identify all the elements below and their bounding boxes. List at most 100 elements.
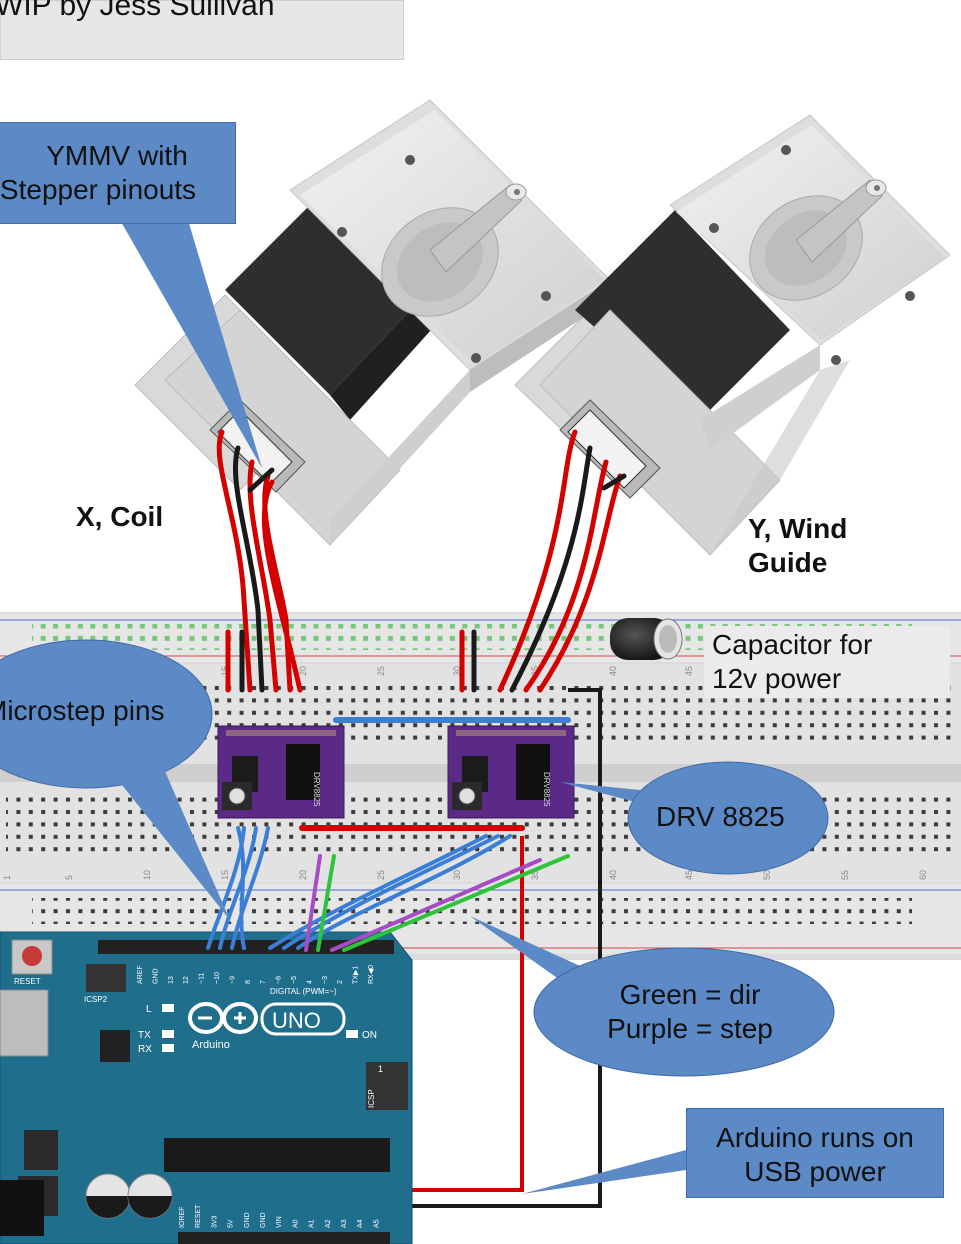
usb-line-2: USB power <box>744 1156 886 1187</box>
breadboard-number-bottom: 5 <box>64 875 74 880</box>
cap-line-2: 12v power <box>712 663 842 694</box>
step-wire-x <box>304 854 322 952</box>
capacitor <box>610 618 683 660</box>
arduino-pin-label: GND <box>260 1212 267 1228</box>
usb-callout-tail <box>522 1150 686 1194</box>
microstep-callout-text: Microstep pins <box>0 695 165 726</box>
digital-label: DIGITAL (PWM=~) <box>270 987 337 996</box>
driver-chip-label: DRV8825 <box>542 772 551 807</box>
led-l-label: L <box>146 1004 152 1015</box>
purple-step-text: Purple = step <box>607 1013 773 1044</box>
arduino-pin-label: GND <box>152 968 159 984</box>
rx-label: RX <box>138 1044 152 1055</box>
on-label: ON <box>362 1030 377 1041</box>
arduino-pin-label: GND <box>244 1212 251 1228</box>
arduino-pin-label: 4 <box>306 980 313 984</box>
tx-label: TX <box>138 1030 151 1041</box>
y-wind-guide-label: Y, Wind Guide <box>748 512 847 580</box>
uno-label: UNO <box>272 1008 321 1033</box>
arduino-uno-board <box>0 931 413 1244</box>
arduino-pin-label: ~11 <box>199 973 206 984</box>
title-banner: WIP by Jess Sullivan <box>0 0 404 60</box>
drv8825-driver-x: DRV8825 <box>217 725 345 819</box>
microstep-callout-bubble <box>0 639 213 789</box>
arduino-pin-label: A3 <box>341 1219 348 1228</box>
arduino-pin-label: VIN <box>276 1216 283 1228</box>
dir-wire-y <box>342 854 570 952</box>
breadboard-number-bottom: 35 <box>530 870 540 880</box>
motor-x-wires <box>216 429 303 693</box>
arduino-pin-label: A5 <box>373 1219 380 1228</box>
breadboard-number-top: 30 <box>452 666 462 676</box>
wire-colors-callout-bubble <box>533 947 835 1077</box>
breadboard-number-bottom: 45 <box>684 870 694 880</box>
ymmv-line-2: Stepper pinouts <box>0 174 197 205</box>
arduino-pin-label: A1 <box>309 1219 316 1228</box>
arduino-pin-label: TX▶1 <box>353 966 360 984</box>
cap-line-1: Capacitor for <box>712 629 873 660</box>
rail-jumpers <box>225 629 477 693</box>
wire-colors-callout-text: Green = dir Purple = step <box>590 978 790 1046</box>
drv-callout-bubble <box>627 761 829 875</box>
arduino-pin-label: 12 <box>183 976 190 984</box>
motor-y-wires <box>497 429 627 693</box>
breadboard-number-top: 25 <box>376 666 386 676</box>
usb-power-callout: Arduino runs on USB power <box>686 1108 944 1198</box>
breadboard-number-bottom: 25 <box>376 870 386 880</box>
arduino-pin-label: RX◀0 <box>368 965 375 984</box>
drv-callout-tail <box>560 782 650 806</box>
breadboard-number-bottom: 20 <box>298 870 308 880</box>
wire-colors-callout-tail <box>470 916 600 980</box>
arduino-bottom-pin-labels: IOREF RESET 3V3 5V GND GND VIN A0 A1 A2 A3 A4 A5 <box>179 1204 380 1228</box>
breadboard-number-bottom: 10 <box>142 870 152 880</box>
breadboard-number-top: 45 <box>684 666 694 676</box>
arduino-pin-label: RESET <box>195 1204 202 1228</box>
breadboard-number-top: 15 <box>220 666 230 676</box>
arduino-brand-label: Arduino <box>192 1039 230 1051</box>
green-dir-text: Green = dir <box>619 979 761 1010</box>
arduino-pin-label: 5V <box>228 1219 235 1228</box>
icsp2-label: ICSP2 <box>84 995 108 1004</box>
stepper-motor-y <box>514 114 951 556</box>
arduino-pin-label: 8 <box>245 980 252 984</box>
arduino-pin-label: AREF <box>137 965 144 984</box>
arduino-pin-label: ~6 <box>276 976 283 984</box>
arduino-pin-label: ~3 <box>322 976 329 984</box>
arduino-pin-label: IOREF <box>179 1207 186 1228</box>
arduino-pin-label: 3V3 <box>211 1215 218 1228</box>
reset-label: RESET <box>14 977 41 986</box>
arduino-pin-label: 7 <box>260 980 267 984</box>
arduino-pin-label: 2 <box>337 980 344 984</box>
icsp-one-label: 1 <box>378 1064 383 1074</box>
page-title: WIP by Jess Sullivan <box>0 0 275 22</box>
breadboard-number-bottom: 40 <box>608 870 618 880</box>
arduino-labels: RESET ICSP2 L TX RX ON UNO Arduino DIGIT… <box>14 977 383 1108</box>
arduino-pin-label: A0 <box>292 1219 299 1228</box>
y-line-1: Y, Wind <box>748 513 848 544</box>
step-wire-y <box>330 858 542 952</box>
ymmv-line-1: YMMV with <box>46 140 188 171</box>
driver-chip-label: DRV8825 <box>312 772 321 807</box>
breadboard-number-bottom: 15 <box>220 870 230 880</box>
breadboard-number-bottom: 55 <box>840 870 850 880</box>
arduino-pin-label: ~9 <box>229 976 236 984</box>
ymmv-callout: YMMV with Stepper pinouts <box>0 122 236 224</box>
icsp-label: ICSP <box>367 1089 376 1108</box>
microstep-callout-tail <box>110 760 230 920</box>
x-coil-label: X, Coil <box>76 501 164 532</box>
ymmv-callout-tail <box>120 220 262 468</box>
capacitor-label: Capacitor for 12v power <box>704 626 950 698</box>
breadboard-number-bottom: 50 <box>762 870 772 880</box>
breadboard-number-bottom: 1 <box>2 875 12 880</box>
y-line-2: Guide <box>748 547 828 578</box>
arduino-pin-label: ~10 <box>214 972 221 984</box>
breadboard-number-top: 40 <box>608 666 618 676</box>
breadboard-number-top: 20 <box>298 666 308 676</box>
arduino-pin-label: ~5 <box>291 976 298 984</box>
arduino-pin-label: A4 <box>357 1219 364 1228</box>
arduino-pin-label: 13 <box>168 976 175 984</box>
usb-line-1: Arduino runs on <box>716 1122 914 1153</box>
arduino-pin-label: A2 <box>325 1219 332 1228</box>
